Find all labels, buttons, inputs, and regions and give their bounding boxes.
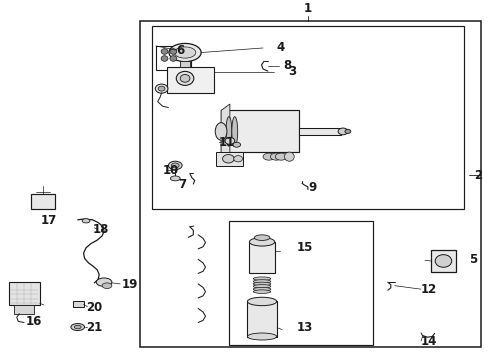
Ellipse shape [180, 75, 189, 82]
Polygon shape [14, 305, 34, 314]
Ellipse shape [247, 333, 276, 340]
Ellipse shape [215, 123, 226, 140]
Ellipse shape [263, 153, 274, 160]
Ellipse shape [169, 49, 176, 54]
Text: 20: 20 [86, 301, 102, 314]
Ellipse shape [232, 142, 240, 147]
Text: 18: 18 [92, 223, 108, 236]
Bar [228, 221, 372, 345]
Polygon shape [9, 282, 40, 305]
Ellipse shape [224, 138, 234, 144]
Text: 10: 10 [163, 164, 179, 177]
Ellipse shape [174, 47, 195, 58]
Text: 3: 3 [288, 65, 296, 78]
Ellipse shape [253, 282, 270, 286]
Ellipse shape [96, 278, 112, 287]
Polygon shape [246, 301, 277, 337]
Ellipse shape [337, 128, 347, 135]
Text: 15: 15 [297, 241, 313, 254]
Ellipse shape [253, 280, 270, 283]
Ellipse shape [231, 117, 237, 146]
Polygon shape [180, 61, 189, 67]
Ellipse shape [270, 153, 282, 160]
Text: 19: 19 [122, 279, 138, 292]
Text: 13: 13 [297, 321, 313, 334]
Bar [156, 46, 190, 70]
Ellipse shape [253, 277, 270, 280]
Ellipse shape [155, 84, 167, 93]
Text: 6: 6 [176, 44, 184, 57]
Text: 9: 9 [307, 181, 316, 194]
Text: 2: 2 [473, 169, 481, 182]
Polygon shape [249, 242, 274, 273]
Bar [152, 26, 463, 208]
Text: 7: 7 [178, 177, 186, 190]
Ellipse shape [247, 297, 276, 306]
Text: 4: 4 [276, 41, 284, 54]
Polygon shape [221, 104, 229, 159]
Ellipse shape [176, 71, 193, 85]
Ellipse shape [169, 56, 176, 61]
Text: 11: 11 [219, 136, 235, 149]
Polygon shape [430, 249, 455, 273]
Text: 1: 1 [303, 2, 311, 15]
Text: 5: 5 [468, 253, 476, 266]
Text: 17: 17 [41, 214, 57, 227]
Polygon shape [216, 152, 243, 166]
Ellipse shape [82, 219, 90, 223]
Ellipse shape [161, 56, 167, 61]
Ellipse shape [253, 290, 270, 293]
Bar [140, 21, 480, 347]
Polygon shape [31, 194, 55, 208]
Ellipse shape [233, 156, 242, 162]
Ellipse shape [158, 86, 164, 91]
Ellipse shape [71, 324, 84, 330]
Bar [73, 301, 83, 307]
Ellipse shape [74, 325, 81, 329]
Ellipse shape [171, 163, 179, 168]
Polygon shape [221, 111, 299, 152]
Text: 16: 16 [26, 315, 42, 328]
Polygon shape [299, 128, 340, 135]
Ellipse shape [225, 117, 231, 146]
Text: 8: 8 [283, 59, 291, 72]
Ellipse shape [161, 49, 167, 54]
Text: 21: 21 [86, 321, 102, 334]
Polygon shape [167, 67, 213, 93]
Text: 12: 12 [420, 283, 436, 296]
Ellipse shape [168, 161, 182, 170]
Ellipse shape [102, 283, 112, 288]
Ellipse shape [253, 285, 270, 288]
Ellipse shape [344, 129, 350, 134]
Ellipse shape [170, 176, 180, 181]
Ellipse shape [169, 44, 201, 62]
Ellipse shape [254, 235, 269, 240]
Ellipse shape [253, 287, 270, 291]
Ellipse shape [434, 255, 451, 267]
Ellipse shape [222, 154, 234, 163]
Ellipse shape [249, 238, 274, 246]
Ellipse shape [275, 153, 286, 160]
Ellipse shape [284, 152, 294, 161]
Text: 14: 14 [420, 335, 436, 348]
